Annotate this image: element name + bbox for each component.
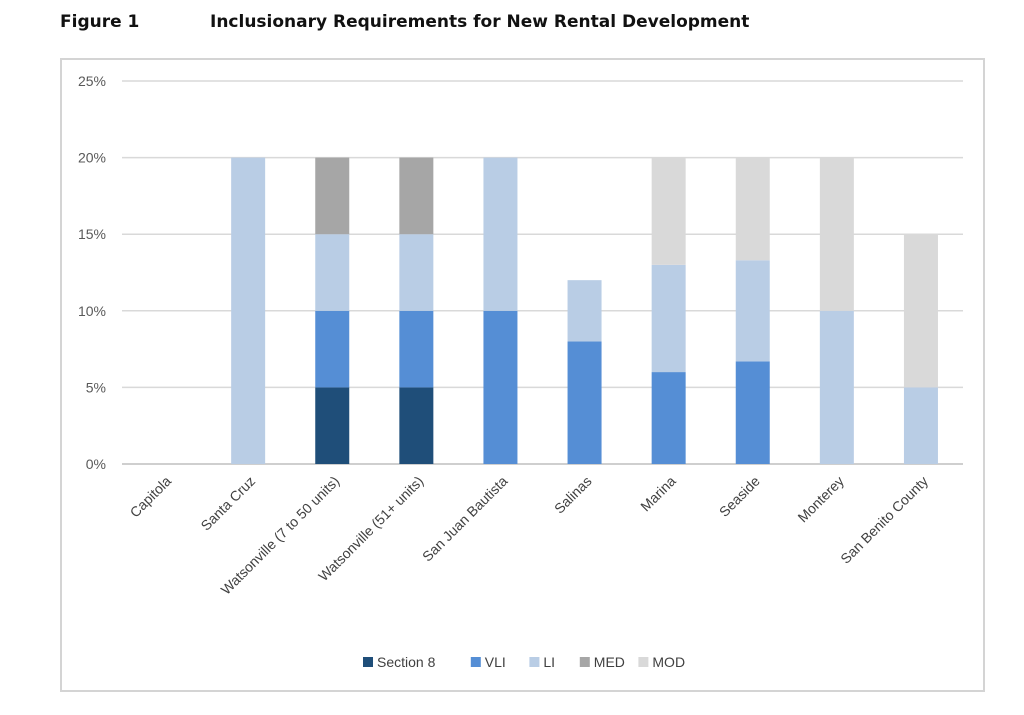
- bar-segment-section-8: [315, 387, 350, 464]
- x-category-label: Santa Cruz: [197, 473, 258, 534]
- legend-swatch: [579, 657, 590, 667]
- y-tick-label: 15%: [78, 226, 106, 242]
- x-category-label: Seaside: [716, 473, 763, 520]
- y-tick-label: 5%: [86, 379, 106, 395]
- legend-label: MOD: [652, 654, 685, 670]
- y-tick-label: 10%: [78, 303, 106, 319]
- legend-label: VLI: [485, 654, 506, 670]
- bar-segment-li: [819, 310, 854, 464]
- bar-segment-med: [399, 157, 434, 235]
- bar-segment-vli: [735, 361, 770, 464]
- x-category-label: San Juan Bautista: [419, 473, 511, 565]
- x-category-label: Marina: [637, 473, 679, 515]
- bar-segment-vli: [315, 310, 350, 388]
- legend: Section 8 VLI LI MED MOD: [363, 654, 685, 670]
- chart-title: Inclusionary Requirements for New Rental…: [210, 12, 750, 32]
- legend-label: MED: [594, 654, 625, 670]
- legend-swatch: [363, 657, 373, 667]
- bar-segment-li: [567, 280, 602, 342]
- figure-label: Figure 1: [60, 12, 140, 32]
- bar-segment-li: [903, 387, 938, 464]
- bar-segment-vli: [651, 372, 686, 464]
- y-tick-label: 20%: [78, 150, 106, 166]
- bar-segment-mod: [819, 157, 854, 311]
- y-axis-ticks: 0% 5% 10% 15% 20% 25%: [78, 73, 106, 472]
- x-category-label: Capitola: [127, 473, 175, 521]
- x-category-label: Monterey: [794, 473, 847, 526]
- y-tick-label: 25%: [78, 73, 106, 89]
- bar-segment-li: [735, 260, 770, 362]
- legend-label: Section 8: [377, 654, 436, 670]
- legend-swatch: [470, 657, 481, 667]
- x-category-label: Salinas: [551, 473, 595, 517]
- bar-segment-li: [315, 234, 350, 311]
- bar-segment-med: [315, 157, 350, 235]
- bar-segment-vli: [399, 310, 434, 388]
- bar-segment-li: [231, 157, 266, 464]
- bar-segment-vli: [483, 310, 518, 464]
- x-category-label: San Benito County: [837, 473, 931, 567]
- legend-swatch: [638, 657, 649, 667]
- bar-segment-li: [651, 264, 686, 373]
- legend-swatch: [529, 657, 540, 667]
- y-tick-label: 0%: [86, 456, 106, 472]
- bar-segment-vli: [567, 341, 602, 464]
- bar-segment-section-8: [399, 387, 434, 464]
- bar-segment-mod: [651, 157, 686, 265]
- bar-segment-mod: [903, 234, 938, 388]
- bar-segment-mod: [735, 157, 770, 261]
- legend-label: LI: [543, 654, 555, 670]
- bar-segment-li: [399, 234, 434, 311]
- bars: [231, 157, 938, 464]
- bar-segment-li: [483, 157, 518, 311]
